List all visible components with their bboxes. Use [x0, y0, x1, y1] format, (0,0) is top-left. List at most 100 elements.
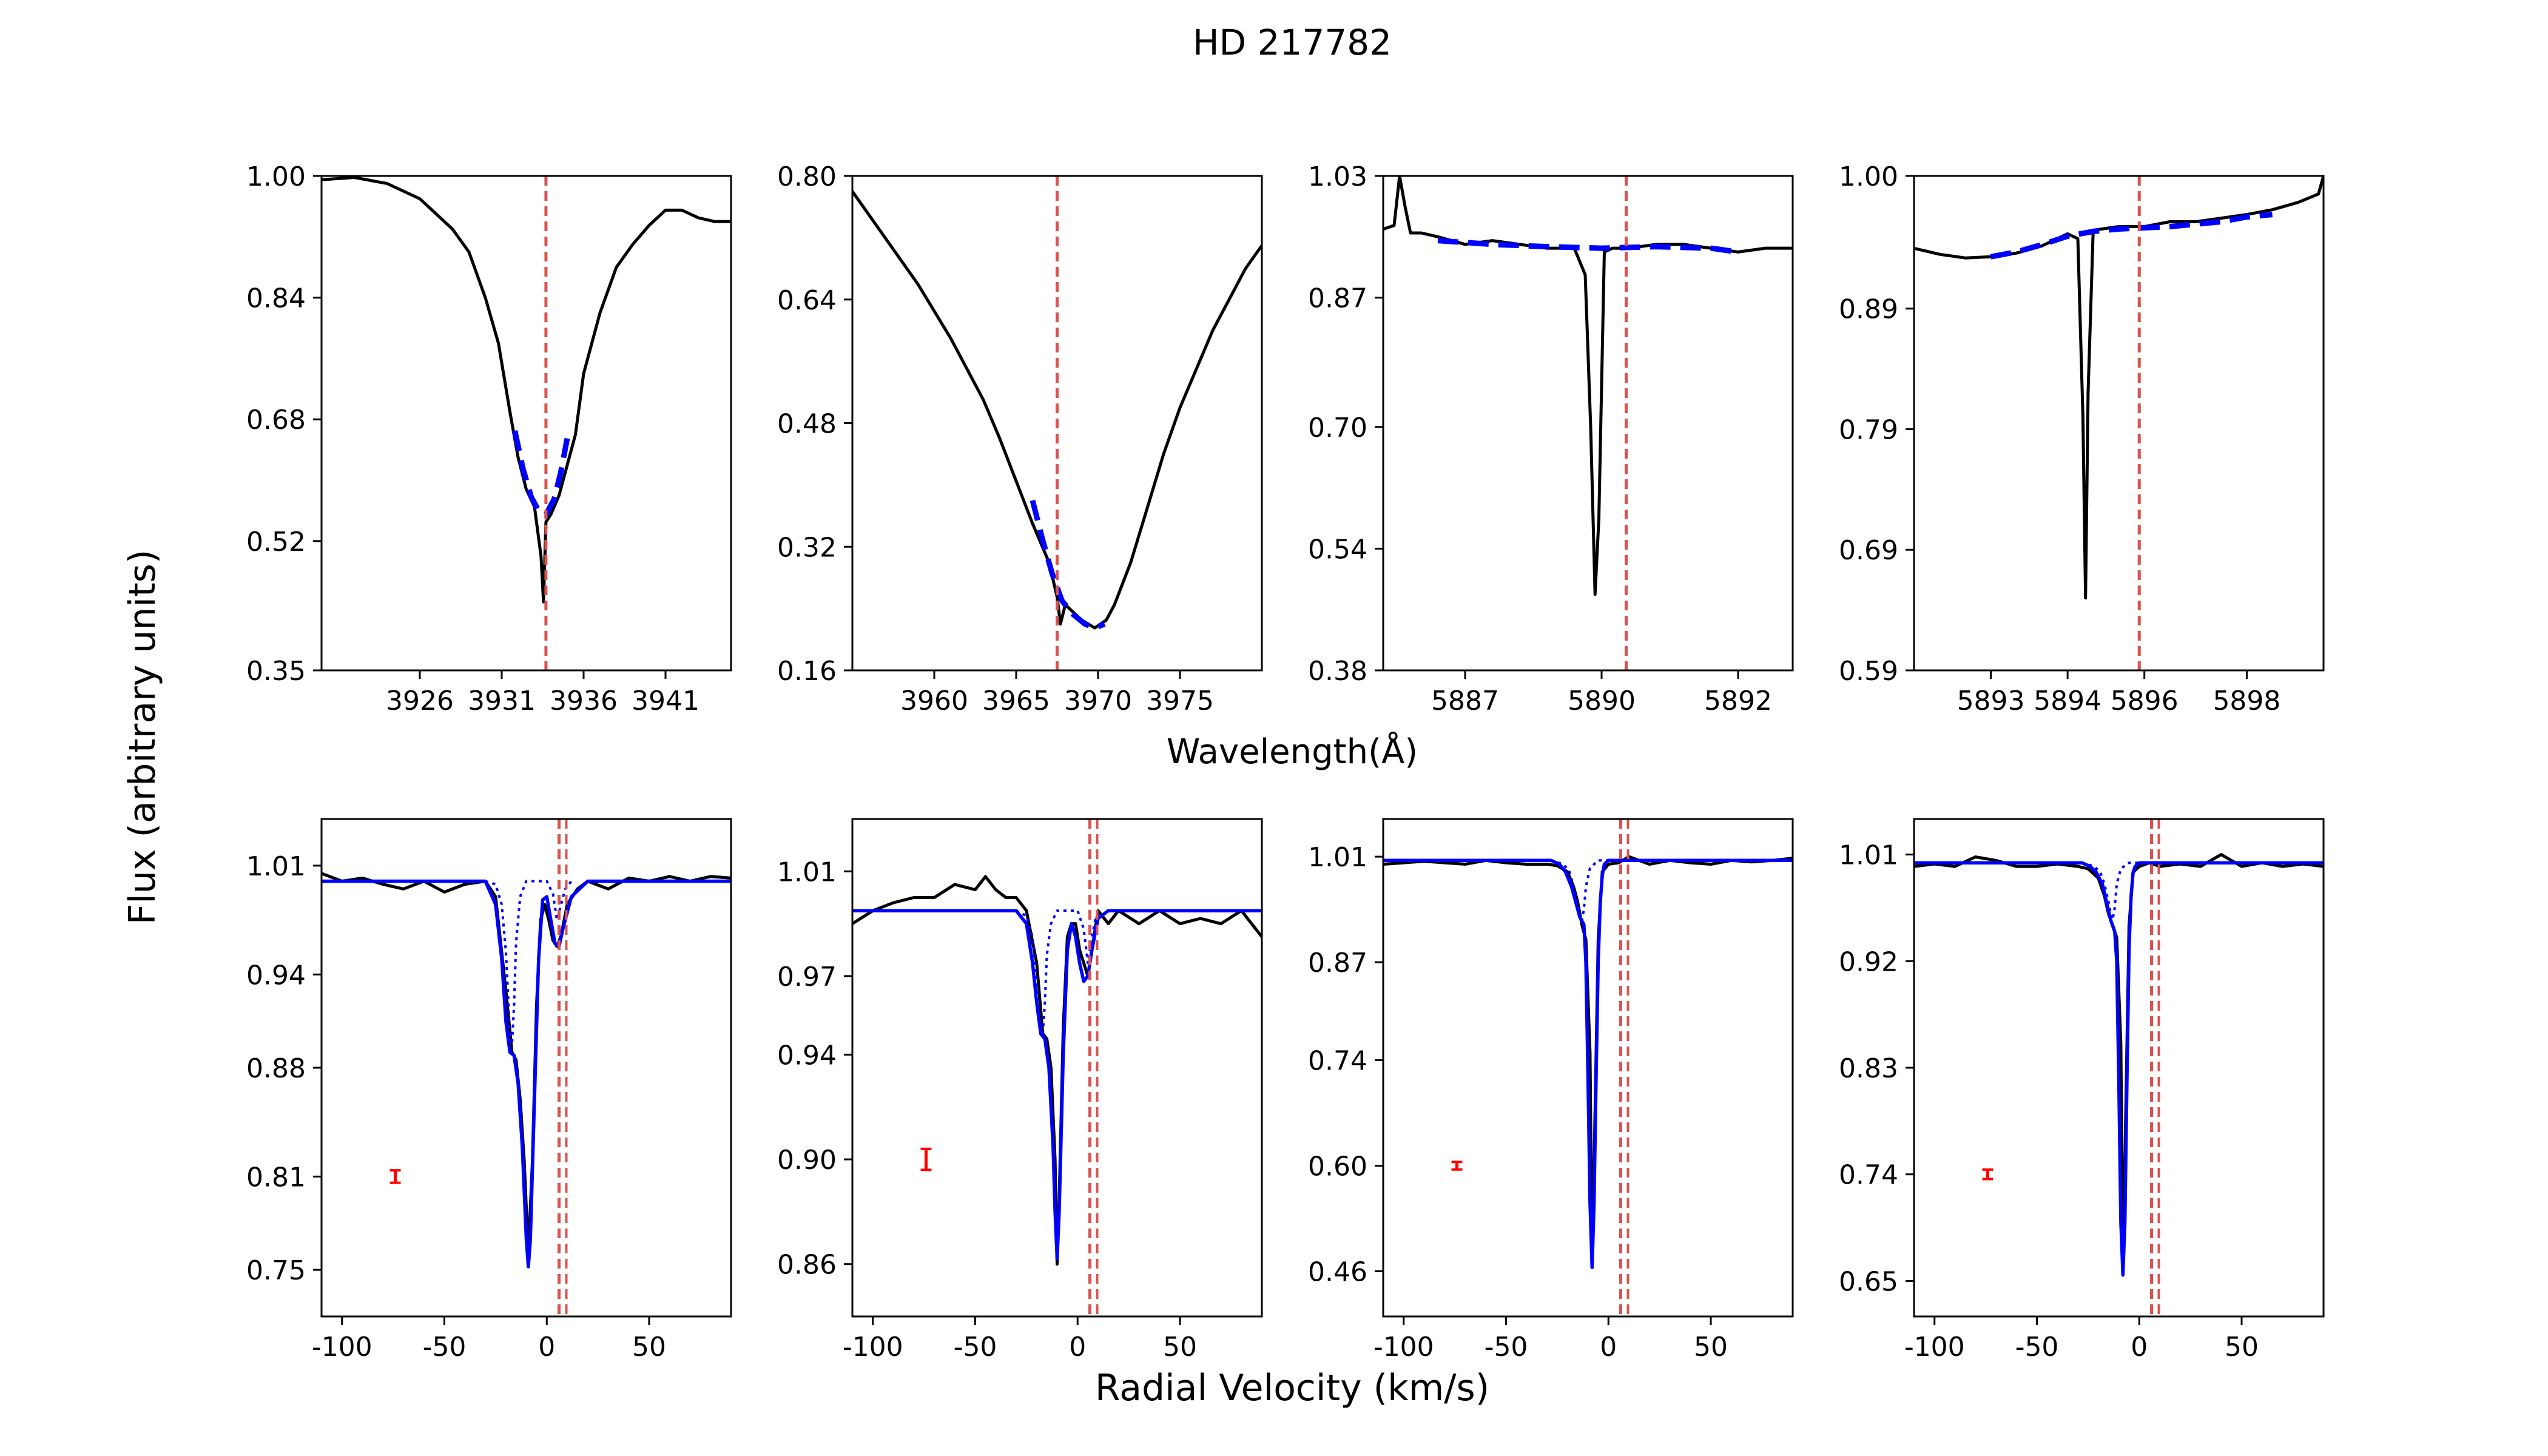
y-tick-label: 0.87: [1308, 283, 1367, 314]
x-tick-label: 3941: [632, 686, 699, 716]
y-tick-label: 0.97: [777, 962, 837, 993]
observed-spectrum-line: [1914, 853, 2324, 1271]
x-tick-label: -100: [1904, 1332, 1965, 1363]
observed-spectrum-line: [1383, 176, 1793, 596]
y-tick-label: 0.86: [777, 1250, 837, 1281]
y-tick-label: 0.70: [1308, 413, 1367, 443]
x-tick-label: 0: [1069, 1332, 1086, 1363]
x-tick-label: 5896: [2111, 686, 2179, 716]
y-tick-label: 1.01: [1839, 840, 1898, 871]
y-tick-label: 0.92: [1839, 946, 1898, 977]
x-tick-label: -50: [423, 1332, 467, 1363]
y-tick-label: 0.74: [1308, 1046, 1367, 1077]
y-tick-label: 0.80: [777, 161, 837, 192]
x-tick-label: 0: [2131, 1332, 2148, 1363]
x-tick-label: -100: [312, 1332, 372, 1363]
x-tick-label: 0: [1600, 1332, 1617, 1363]
x-tick-label: 3970: [1064, 686, 1132, 716]
panel-bottom-3: -100 -50 0 50 0.46 0.60 0.74 0.87 1.01: [1308, 818, 1794, 1363]
y-tick-label: 0.83: [1839, 1053, 1898, 1084]
y-tick-label: 1.00: [1839, 161, 1898, 192]
y-tick-label: 1.03: [1308, 161, 1367, 192]
y-tick-label: 0.79: [1839, 414, 1898, 445]
observed-spectrum-line: [322, 872, 731, 1256]
model-profile-line: [852, 909, 1262, 1261]
panel-top-2: 3960 3965 3970 3975 0.16 0.32 0.48 0.64 0.80: [777, 161, 1263, 716]
x-tick-label: 3931: [468, 686, 536, 716]
x-axis-label-radial-velocity: Radial Velocity (km/s): [1095, 1367, 1489, 1409]
x-tick-label: 5893: [1957, 686, 2025, 716]
y-axis-label: Flux (arbitrary units): [121, 550, 164, 925]
x-tick-label: 5898: [2213, 686, 2280, 716]
component-profile-line: [2081, 861, 2140, 921]
x-tick-label: -50: [1485, 1332, 1528, 1363]
figure-title: HD 217782: [1193, 22, 1392, 63]
axes-frame: [851, 818, 1263, 1318]
y-tick-label: 0.16: [777, 656, 837, 687]
y-tick-label: 0.81: [246, 1162, 306, 1193]
y-tick-label: 0.48: [777, 409, 837, 440]
model-profile-line: [1383, 858, 1793, 1269]
plot-area: [1914, 819, 2324, 1316]
panel-top-3: 5887 5890 5892 0.38 0.54 0.70 0.87 1.03: [1308, 161, 1794, 716]
x-tick-label: 0: [538, 1332, 555, 1363]
continuum-fit-line: [1030, 499, 1106, 631]
y-tick-label: 0.59: [1839, 656, 1898, 687]
x-tick-label: 50: [1163, 1332, 1197, 1363]
x-tick-label: 5887: [1431, 686, 1499, 716]
axes-frame: [1913, 175, 2325, 672]
x-axis-label-wavelength: Wavelength(Å): [1167, 732, 1418, 772]
y-tick-label: 0.90: [777, 1145, 837, 1176]
y-tick-label: 1.01: [246, 851, 306, 882]
x-tick-label: -100: [843, 1332, 903, 1363]
y-tick-label: 0.54: [1308, 534, 1367, 565]
y-tick-label: 0.52: [246, 527, 306, 558]
x-tick-label: 50: [2225, 1332, 2259, 1363]
observed-spectrum-line: [322, 176, 731, 604]
y-tick-label: 1.00: [246, 161, 306, 192]
y-tick-label: 0.68: [246, 405, 306, 436]
plot-area: [322, 819, 731, 1316]
y-tick-label: 0.69: [1839, 535, 1898, 566]
model-profile-line: [1914, 861, 2324, 1277]
y-tick-label: 0.46: [1308, 1256, 1367, 1287]
y-tick-label: 0.87: [1308, 948, 1367, 979]
y-tick-label: 0.88: [246, 1053, 306, 1084]
y-tick-label: 0.94: [246, 960, 306, 991]
y-tick-label: 0.38: [1308, 656, 1367, 687]
plot-area: [852, 176, 1262, 670]
y-tick-label: 0.75: [246, 1255, 306, 1286]
x-tick-label: 3960: [900, 686, 968, 716]
plot-area: [852, 819, 1262, 1316]
plot-area: [1914, 176, 2324, 670]
observed-spectrum-line: [852, 875, 1262, 1266]
x-tick-label: -50: [2015, 1332, 2059, 1363]
observed-spectrum-line: [1914, 176, 2324, 600]
x-tick-label: -100: [1373, 1332, 1434, 1363]
x-tick-label: 3965: [982, 686, 1050, 716]
axes-frame: [320, 175, 732, 672]
plot-area: [322, 176, 731, 670]
x-tick-label: 3926: [386, 686, 454, 716]
x-tick-label: 3936: [550, 686, 618, 716]
x-tick-label: -50: [954, 1332, 997, 1363]
model-profile-line: [322, 879, 731, 1269]
y-tick-label: 0.60: [1308, 1151, 1367, 1182]
y-tick-label: 1.01: [1308, 842, 1367, 873]
x-tick-label: 5894: [2034, 686, 2101, 716]
panel-bottom-1: -100 -50 0 50 0.75 0.81 0.88 0.94 1.01: [246, 818, 732, 1363]
panel-bottom-2: -100 -50 0 50 0.86 0.90 0.94 0.97 1.01: [777, 818, 1263, 1363]
y-tick-label: 0.94: [777, 1040, 837, 1071]
y-tick-label: 0.74: [1839, 1160, 1898, 1191]
continuum-fit-line: [1990, 212, 2273, 260]
x-tick-label: 50: [632, 1332, 666, 1363]
x-tick-label: 5890: [1568, 686, 1636, 716]
x-tick-label: 5892: [1704, 686, 1772, 716]
plot-area: [1383, 176, 1793, 670]
y-tick-label: 0.65: [1839, 1266, 1898, 1297]
y-tick-label: 0.35: [246, 656, 306, 687]
y-tick-label: 0.84: [246, 283, 306, 314]
x-tick-label: 3975: [1146, 686, 1214, 716]
y-tick-label: 0.64: [777, 285, 837, 316]
